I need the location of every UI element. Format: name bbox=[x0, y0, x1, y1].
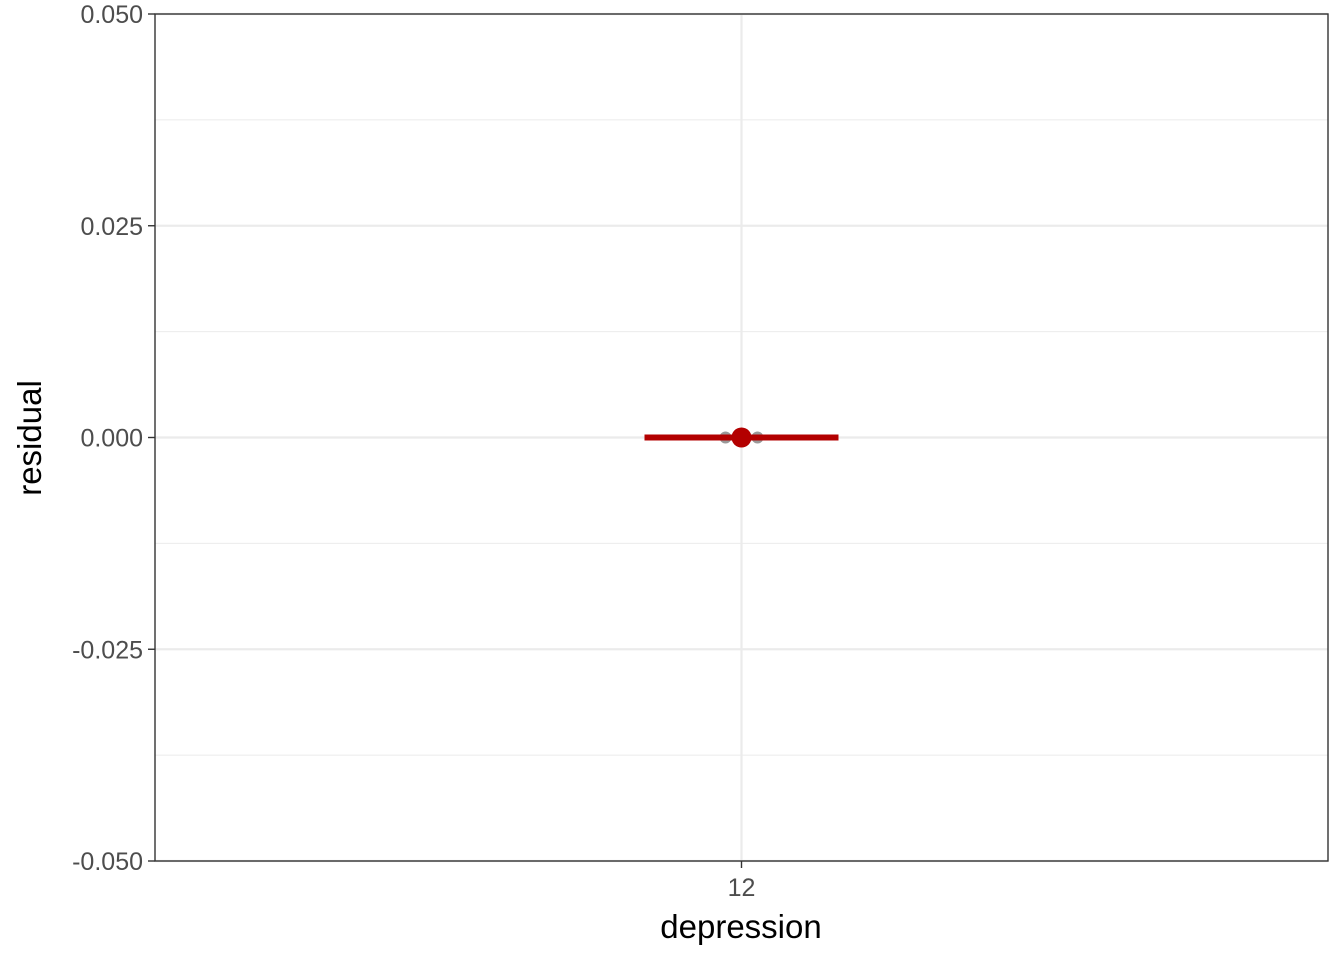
y-tick-label: 0.050 bbox=[80, 1, 143, 29]
x-axis-title: depression bbox=[660, 908, 821, 945]
mean-point bbox=[731, 427, 752, 448]
y-axis: 0.050 0.025 0.000 -0.025 -0.050 bbox=[72, 1, 155, 876]
data-marks bbox=[644, 427, 839, 448]
x-axis: 12 bbox=[728, 861, 756, 902]
y-tick-label: 0.000 bbox=[80, 425, 143, 453]
y-axis-title: residual bbox=[11, 380, 48, 496]
y-tick-label: 0.025 bbox=[80, 213, 143, 241]
y-tick-label: -0.050 bbox=[72, 848, 143, 876]
x-tick-label: 12 bbox=[728, 874, 756, 902]
y-tick-label: -0.025 bbox=[72, 636, 143, 664]
